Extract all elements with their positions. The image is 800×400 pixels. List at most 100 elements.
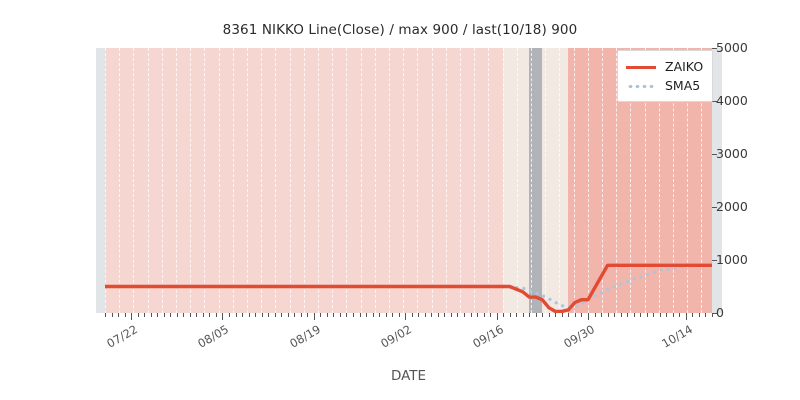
x-tick-mark-major <box>131 313 133 320</box>
x-tick-mark-minor <box>326 313 328 317</box>
grid-line-vertical <box>502 48 504 313</box>
grid-line-vertical <box>275 48 277 313</box>
page-title: 8361 NIKKO Line(Close) / max 900 / last(… <box>222 22 578 38</box>
x-tick-mark-major <box>313 313 315 320</box>
grid-line-vertical <box>332 48 334 313</box>
x-tick-mark-minor <box>705 313 707 317</box>
x-tick-mark-minor <box>516 313 518 317</box>
grid-line-vertical <box>531 48 532 313</box>
grid-line-vertical <box>303 48 305 313</box>
x-tick-mark-minor <box>522 313 524 317</box>
x-tick-mark-minor <box>424 313 426 317</box>
x-tick-mark-minor <box>633 313 635 317</box>
grid-line-vertical <box>460 48 461 313</box>
grid-line-vertical <box>360 48 362 313</box>
x-tick-mark-minor <box>640 313 642 317</box>
background-band-3 <box>542 48 569 313</box>
y-tick-mark <box>712 154 717 155</box>
x-tick-mark-minor <box>268 313 270 317</box>
grid-line-vertical <box>559 48 561 313</box>
x-tick-mark-minor <box>281 313 283 317</box>
x-tick-mark-minor <box>202 313 204 317</box>
x-tick-mark-minor <box>372 313 374 317</box>
grid-line-vertical <box>389 48 390 313</box>
x-tick-label: 09/30 <box>561 322 597 351</box>
grid-line-vertical <box>190 48 192 313</box>
series-line-zaiko <box>105 263 712 313</box>
grid-line-vertical <box>616 48 618 313</box>
x-tick-mark-minor <box>137 313 139 317</box>
y-tick-mark <box>712 313 717 314</box>
grid-line-vertical <box>687 48 689 313</box>
x-tick-mark-major <box>685 313 687 320</box>
grid-line-vertical <box>176 48 177 313</box>
x-tick-mark-minor <box>183 313 185 317</box>
x-tick-label: 08/19 <box>287 322 323 351</box>
x-tick-mark-major <box>222 313 224 320</box>
x-tick-label: 09/16 <box>469 322 506 351</box>
x-tick-mark-minor <box>379 313 381 317</box>
x-tick-mark-minor <box>666 313 668 317</box>
x-tick-mark-minor <box>320 313 322 317</box>
x-tick-mark-minor <box>555 313 557 317</box>
grid-line-vertical <box>403 48 405 313</box>
x-tick-mark-minor <box>653 313 655 317</box>
grid-line-vertical <box>587 48 589 313</box>
x-tick-mark-minor <box>261 313 263 317</box>
x-tick-mark-minor <box>339 313 341 317</box>
x-tick-mark-minor <box>692 313 694 317</box>
x-tick-mark-minor <box>490 313 492 317</box>
legend-label-sma5: SMA5 <box>665 78 701 93</box>
background-band-2 <box>529 48 543 313</box>
grid-line-vertical <box>261 48 263 313</box>
x-tick-mark-minor <box>274 313 276 317</box>
x-tick-mark-minor <box>235 313 237 317</box>
grid-line-vertical <box>658 48 660 313</box>
x-tick-mark-minor <box>105 313 106 317</box>
grid-line-vertical <box>218 48 220 313</box>
grid-line-vertical <box>644 48 646 313</box>
x-tick-mark-minor <box>215 313 217 317</box>
x-tick-mark-minor <box>568 313 570 317</box>
x-tick-mark-minor <box>548 313 550 317</box>
x-tick-mark-minor <box>255 313 257 317</box>
y-tick-label: 0 <box>716 305 724 320</box>
plot-left-edge-strip <box>96 48 105 313</box>
x-tick-mark-minor <box>542 313 544 317</box>
legend-item-zaiko[interactable]: ZAIKO <box>626 57 703 76</box>
grid-line-vertical <box>119 48 121 313</box>
x-tick-label: 07/22 <box>104 322 141 351</box>
x-tick-mark-minor <box>509 313 511 317</box>
legend-item-sma5[interactable]: SMA5 <box>626 76 703 95</box>
y-tick-mark <box>712 207 717 208</box>
x-tick-mark-minor <box>294 313 296 317</box>
x-tick-mark-minor <box>607 313 609 317</box>
x-tick-mark-minor <box>450 313 452 317</box>
x-tick-mark-minor <box>385 313 387 317</box>
x-tick-mark-minor <box>561 313 563 317</box>
y-tick-label: 2000 <box>716 199 748 214</box>
x-tick-label: 09/02 <box>378 322 415 351</box>
x-tick-mark-minor <box>248 313 250 317</box>
x-tick-mark-minor <box>196 313 198 317</box>
x-tick-mark-minor <box>712 313 713 317</box>
x-tick-mark-minor <box>646 313 648 317</box>
x-tick-label: 08/05 <box>195 322 232 351</box>
x-tick-mark-minor <box>457 313 459 317</box>
x-tick-mark-minor <box>581 313 583 317</box>
x-tick-mark-minor <box>444 313 446 317</box>
x-tick-mark-minor <box>483 313 485 317</box>
grid-line-vertical <box>602 48 603 313</box>
x-tick-mark-minor <box>627 313 629 317</box>
y-tick-label: 3000 <box>716 146 748 161</box>
x-tick-mark-minor <box>698 313 700 317</box>
y-tick-label: 5000 <box>716 40 748 55</box>
grid-line-vertical <box>630 48 632 313</box>
x-tick-mark-minor <box>124 313 126 317</box>
grid-line-vertical <box>445 48 447 313</box>
grid-line-vertical <box>488 48 490 313</box>
grid-line-vertical <box>247 48 248 313</box>
x-tick-mark-minor <box>163 313 165 317</box>
grid-line-vertical <box>133 48 135 313</box>
grid-line-vertical <box>105 48 106 313</box>
